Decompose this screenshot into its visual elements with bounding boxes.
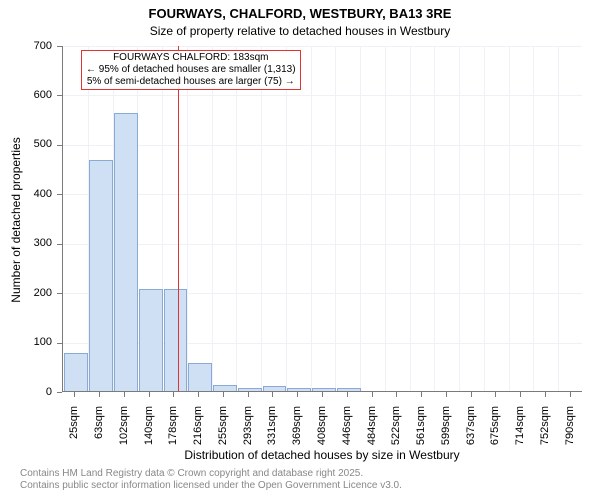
bar xyxy=(64,353,88,391)
y-tick-label: 100 xyxy=(0,336,52,348)
chart-subtitle: Size of property relative to detached ho… xyxy=(0,24,600,38)
reference-line xyxy=(178,46,179,391)
annotation-line: 5% of semi-detached houses are larger (7… xyxy=(86,76,296,88)
chart-title: FOURWAYS, CHALFORD, WESTBURY, BA13 3RE xyxy=(0,6,600,21)
bar xyxy=(287,388,311,391)
chart-container: FOURWAYS, CHALFORD, WESTBURY, BA13 3RE S… xyxy=(0,0,600,500)
y-tick-label: 0 xyxy=(0,386,52,398)
bar xyxy=(188,363,212,391)
x-axis-title: Distribution of detached houses by size … xyxy=(62,448,582,462)
y-tick-label: 500 xyxy=(0,138,52,150)
bar xyxy=(164,289,188,391)
bar xyxy=(213,385,237,391)
bar xyxy=(263,386,287,391)
y-tick-label: 700 xyxy=(0,40,52,52)
y-tick-label: 300 xyxy=(0,237,52,249)
annotation-line: FOURWAYS CHALFORD: 183sqm xyxy=(86,52,296,64)
bar xyxy=(139,289,163,391)
y-tick-label: 200 xyxy=(0,287,52,299)
footer-attribution: Contains HM Land Registry data © Crown c… xyxy=(20,468,402,492)
plot-area: FOURWAYS CHALFORD: 183sqm← 95% of detach… xyxy=(62,46,582,392)
bar xyxy=(238,388,262,391)
bar xyxy=(312,388,336,391)
bar xyxy=(89,160,113,391)
y-tick-label: 400 xyxy=(0,188,52,200)
y-tick-label: 600 xyxy=(0,89,52,101)
footer-line-1: Contains HM Land Registry data © Crown c… xyxy=(20,468,402,480)
bar xyxy=(337,388,361,391)
annotation-line: ← 95% of detached houses are smaller (1,… xyxy=(86,64,296,76)
bar xyxy=(114,113,138,391)
annotation-box: FOURWAYS CHALFORD: 183sqm← 95% of detach… xyxy=(81,50,301,90)
footer-line-2: Contains public sector information licen… xyxy=(20,480,402,492)
